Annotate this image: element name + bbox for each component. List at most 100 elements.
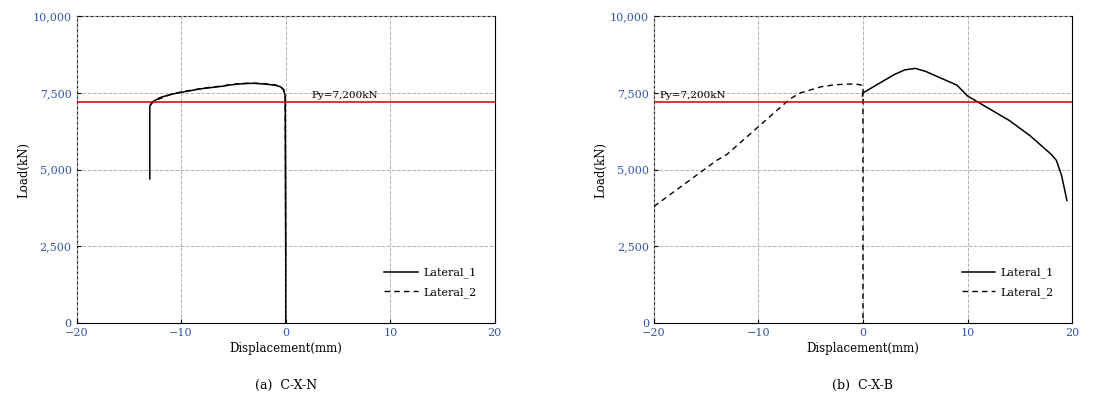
Lateral_2 <box>857 84 870 89</box>
Lateral_1 <box>888 72 901 77</box>
Lateral_1 <box>1024 133 1037 138</box>
Lateral_1 <box>243 81 256 86</box>
Lateral_2 <box>247 81 261 86</box>
X-axis label: Displacement(mm): Displacement(mm) <box>806 342 919 355</box>
Lateral_1 <box>930 74 943 78</box>
Lateral_2 <box>689 173 702 178</box>
Line: Lateral_2: Lateral_2 <box>150 83 286 256</box>
Lateral_2 <box>699 166 712 170</box>
Lateral_1 <box>153 95 166 100</box>
Lateral_2 <box>678 181 691 186</box>
Lateral_2 <box>143 103 156 107</box>
Lateral_1 <box>1060 198 1073 203</box>
Lateral_1 <box>279 321 292 326</box>
Lateral_1 <box>222 83 235 88</box>
Lateral_1 <box>982 106 996 111</box>
Lateral_2 <box>243 81 256 86</box>
Lateral_2 <box>721 152 734 157</box>
Lateral_1 <box>175 90 188 95</box>
Lateral_2 <box>196 86 209 91</box>
Line: Lateral_2: Lateral_2 <box>654 84 863 323</box>
Lateral_1 <box>277 87 290 92</box>
Lateral_2 <box>731 143 744 147</box>
Lateral_2 <box>206 85 219 90</box>
Lateral_2 <box>772 106 785 111</box>
Text: (b)  C-X-B: (b) C-X-B <box>833 379 894 391</box>
Lateral_1 <box>940 78 953 83</box>
Lateral_2 <box>279 253 292 258</box>
Lateral_2 <box>856 83 869 88</box>
Lateral_1 <box>1055 173 1068 178</box>
Lateral_2 <box>657 196 671 201</box>
Lateral_1 <box>143 177 156 181</box>
Lateral_1 <box>264 82 277 87</box>
Text: Py=7,200kN: Py=7,200kN <box>312 90 379 99</box>
Lateral_1 <box>857 90 870 95</box>
Lateral_1 <box>1013 126 1026 130</box>
Lateral_1 <box>961 94 974 99</box>
Lateral_1 <box>232 82 245 86</box>
Text: Py=7,200kN: Py=7,200kN <box>659 90 725 99</box>
Line: Lateral_1: Lateral_1 <box>862 68 1067 200</box>
Lateral_1 <box>898 67 911 72</box>
Lateral_1 <box>1045 152 1058 157</box>
Lateral_2 <box>815 84 828 89</box>
Lateral_2 <box>237 81 251 86</box>
Lateral_2 <box>185 88 198 93</box>
Lateral_1 <box>856 94 869 99</box>
Lateral_2 <box>825 83 838 88</box>
Lateral_1 <box>1050 158 1063 163</box>
Lateral_1 <box>269 83 282 88</box>
Lateral_2 <box>804 87 817 92</box>
Lateral_2 <box>264 82 277 87</box>
Lateral_2 <box>710 158 723 163</box>
Lateral_1 <box>919 69 932 74</box>
Lateral_2 <box>857 321 870 326</box>
Lateral_1 <box>279 94 292 99</box>
Lateral_2 <box>258 81 271 86</box>
Lateral_1 <box>143 104 156 109</box>
Lateral_2 <box>253 81 266 86</box>
Legend: Lateral_1, Lateral_2: Lateral_1, Lateral_2 <box>380 263 481 302</box>
Lateral_2 <box>793 90 806 95</box>
Line: Lateral_1: Lateral_1 <box>150 83 286 323</box>
Lateral_1 <box>206 85 219 90</box>
Lateral_2 <box>279 94 292 99</box>
Lateral_2 <box>668 189 682 194</box>
Lateral_1 <box>971 100 985 105</box>
Lateral_1 <box>217 84 230 88</box>
Lateral_2 <box>783 97 796 101</box>
Lateral_1 <box>862 87 875 92</box>
Lateral_2 <box>164 92 177 97</box>
Lateral_1 <box>164 92 177 97</box>
Lateral_2 <box>846 82 859 86</box>
Lateral_2 <box>763 115 776 120</box>
Lateral_1 <box>258 82 271 86</box>
Lateral_2 <box>149 98 162 103</box>
Y-axis label: Load(kN): Load(kN) <box>16 142 30 198</box>
Lateral_1 <box>247 81 261 86</box>
Lateral_2 <box>836 82 849 87</box>
Lateral_1 <box>185 88 198 93</box>
Lateral_1 <box>146 100 159 105</box>
Lateral_2 <box>175 90 188 95</box>
Lateral_2 <box>217 84 230 88</box>
Lateral_2 <box>742 133 755 138</box>
Lateral_1 <box>279 259 292 264</box>
Lateral_1 <box>253 81 266 86</box>
Lateral_2 <box>269 82 282 87</box>
Y-axis label: Load(kN): Load(kN) <box>594 142 607 198</box>
Lateral_2 <box>752 124 765 129</box>
Lateral_2 <box>232 81 245 86</box>
Lateral_1 <box>877 78 891 83</box>
Lateral_2 <box>226 82 240 87</box>
Lateral_1 <box>274 84 287 89</box>
Lateral_1 <box>951 83 964 88</box>
Lateral_1 <box>196 86 209 91</box>
Lateral_2 <box>222 82 235 87</box>
Lateral_1 <box>909 66 922 71</box>
X-axis label: Displacement(mm): Displacement(mm) <box>230 342 342 355</box>
Text: (a)  C-X-N: (a) C-X-N <box>255 379 317 391</box>
Lateral_1 <box>237 81 251 86</box>
Lateral_1 <box>1003 118 1016 123</box>
